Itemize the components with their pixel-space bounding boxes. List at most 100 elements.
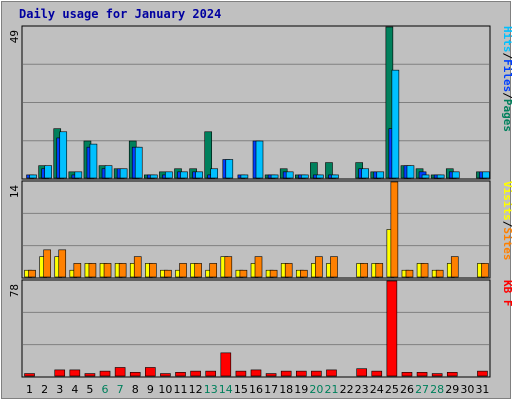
- bar-kb-f-day-10: [160, 373, 171, 377]
- day-label-16: 16: [249, 383, 263, 396]
- bar-kb-f-day-19: [295, 370, 307, 377]
- day-label-11: 11: [174, 383, 188, 396]
- legend-entry: /: [501, 92, 512, 99]
- bar-kb-f-day-15: [235, 370, 247, 377]
- bar-hits-day-11: [180, 171, 188, 179]
- legend-entry: Sites: [501, 227, 512, 260]
- bar-hits-day-10: [165, 171, 173, 179]
- panel-bottom-max-label: 78: [8, 284, 21, 297]
- bar-hits-day-9: [150, 174, 158, 179]
- bar-hits-day-6: [104, 165, 113, 179]
- bar-sites-day-23: [360, 263, 368, 278]
- bar-sites-day-13: [209, 263, 218, 278]
- bar-sites-day-18: [284, 263, 293, 278]
- day-label-21: 21: [324, 383, 338, 396]
- panel-bottom: [21, 279, 491, 378]
- bar-sites-day-21: [330, 256, 338, 278]
- day-label-29: 29: [445, 383, 459, 396]
- bar-sites-day-8: [133, 256, 142, 278]
- day-label-4: 4: [71, 383, 78, 396]
- bar-kb-f-day-3: [54, 369, 66, 377]
- legend-entry: /: [501, 53, 512, 60]
- bar-kb-f-day-29: [446, 372, 458, 377]
- bar-kb-f-day-16: [250, 369, 262, 377]
- bar-hits-day-3: [59, 131, 68, 179]
- bar-sites-day-2: [43, 249, 51, 278]
- bar-hits-day-21: [331, 174, 339, 179]
- bar-kb-f-day-17: [265, 373, 277, 377]
- bar-hits-day-16: [255, 140, 264, 179]
- bar-sites-day-5: [88, 263, 97, 278]
- bar-kb-f-day-9: [145, 367, 156, 377]
- bar-sites-day-6: [103, 263, 112, 278]
- bar-sites-day-10: [164, 269, 172, 278]
- day-label-1: 1: [26, 383, 33, 396]
- bar-sites-day-27: [420, 263, 429, 278]
- day-label-18: 18: [279, 383, 293, 396]
- bar-kb-f-day-5: [84, 373, 96, 377]
- bar-hits-day-28: [436, 174, 445, 179]
- bar-sites-day-12: [194, 263, 202, 278]
- day-label-23: 23: [355, 383, 369, 396]
- day-label-6: 6: [102, 383, 109, 396]
- bar-hits-day-29: [451, 171, 460, 179]
- bar-kb-f-day-6: [99, 370, 111, 377]
- panel-middle-legend: Visits/Sites: [501, 181, 512, 261]
- panel-middle-max-label: 14: [8, 185, 21, 199]
- bar-sites-day-7: [118, 263, 127, 278]
- legend-entry: Hits: [501, 26, 512, 53]
- day-label-8: 8: [132, 383, 139, 396]
- bar-kb-f-day-28: [431, 373, 443, 377]
- day-label-30: 30: [460, 383, 474, 396]
- bar-hits-day-15: [240, 174, 249, 179]
- bar-hits-day-5: [89, 143, 98, 179]
- bar-hits-day-1: [29, 174, 37, 179]
- day-label-13: 13: [204, 383, 218, 396]
- bar-kb-f-day-21: [326, 369, 337, 377]
- legend-entry: Visits: [501, 181, 512, 221]
- bar-hits-day-2: [44, 165, 52, 179]
- bar-sites-day-26: [405, 269, 414, 278]
- bar-kb-f-day-13: [205, 370, 217, 377]
- day-label-15: 15: [234, 383, 248, 396]
- bar-sites-day-16: [254, 256, 263, 278]
- bar-hits-day-24: [376, 171, 385, 179]
- legend-entry: KB F: [501, 280, 512, 307]
- bar-kb-f-day-7: [114, 367, 126, 377]
- day-label-10: 10: [158, 383, 172, 396]
- day-label-12: 12: [189, 383, 203, 396]
- day-label-27: 27: [415, 383, 429, 396]
- day-label-5: 5: [86, 383, 93, 396]
- bar-kb-f-day-23: [356, 368, 367, 377]
- bar-hits-day-19: [300, 174, 309, 179]
- bar-hits-day-7: [119, 168, 128, 179]
- day-label-17: 17: [264, 383, 278, 396]
- bar-kb-f-day-24: [371, 370, 383, 377]
- bar-kb-f-day-27: [416, 372, 428, 377]
- bar-hits-day-8: [134, 146, 143, 179]
- bar-sites-day-17: [269, 269, 278, 278]
- bar-kb-f-day-11: [175, 372, 186, 377]
- day-label-24: 24: [370, 383, 384, 396]
- chart-title: Daily usage for January 2024: [19, 7, 222, 21]
- bar-kb-f-day-18: [280, 370, 292, 377]
- bar-kb-f-day-8: [129, 372, 141, 377]
- bar-kb-f-day-1: [24, 373, 35, 377]
- day-label-25: 25: [385, 383, 399, 396]
- day-label-2: 2: [41, 383, 48, 396]
- day-label-31: 31: [475, 383, 489, 396]
- day-label-9: 9: [147, 383, 154, 396]
- legend-entry: Pages: [501, 99, 512, 132]
- bar-sites-day-3: [58, 249, 67, 278]
- bar-hits-day-27: [421, 174, 430, 179]
- bar-sites-day-20: [315, 256, 323, 278]
- bar-hits-day-14: [225, 159, 234, 179]
- bar-hits-day-17: [270, 174, 279, 179]
- bar-sites-day-11: [179, 263, 187, 278]
- bar-sites-day-31: [481, 263, 489, 278]
- bar-hits-day-31: [482, 171, 490, 179]
- bar-sites-day-28: [435, 269, 444, 278]
- day-label-14: 14: [219, 383, 233, 396]
- bar-hits-day-26: [406, 165, 415, 179]
- day-label-28: 28: [430, 383, 444, 396]
